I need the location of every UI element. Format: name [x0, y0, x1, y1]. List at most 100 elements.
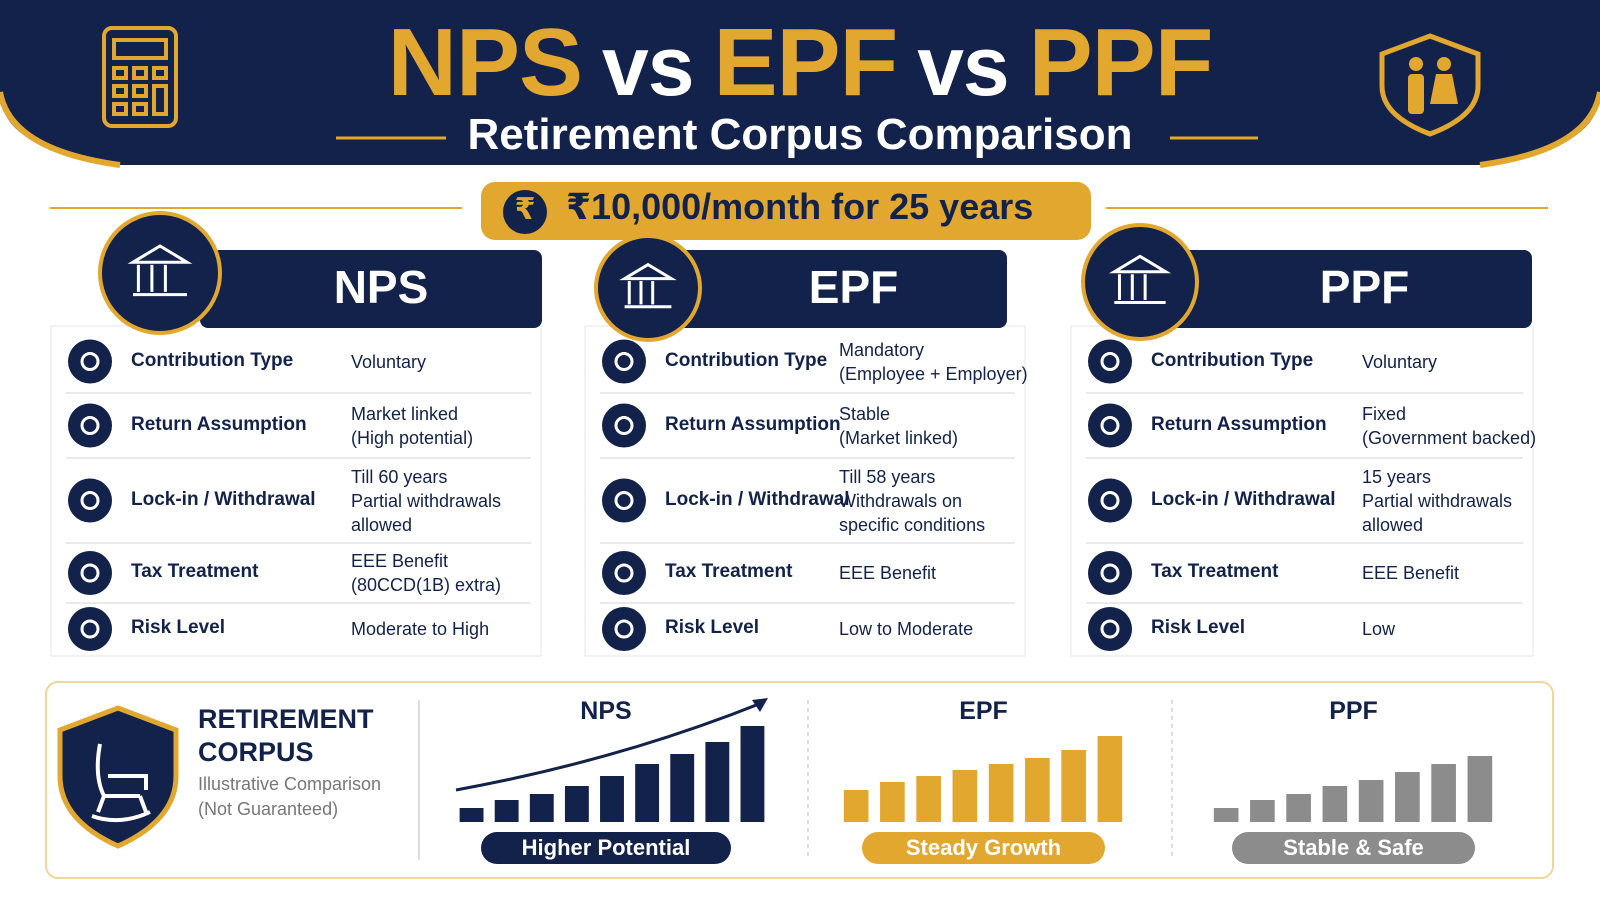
row-value: Low to Moderate	[839, 617, 973, 641]
calculator-icon	[102, 26, 178, 128]
column-icon-glyph	[1108, 254, 1172, 305]
row-value-line: Moderate to High	[351, 619, 490, 639]
chart-name: EPF	[959, 697, 1008, 725]
header-accent	[1479, 91, 1600, 168]
corpus-note: Illustrative Comparison (Not Guaranteed)	[198, 772, 381, 822]
corpus-bar	[635, 764, 660, 822]
row-value-line: Low to Moderate	[839, 619, 974, 639]
row-label: Return Assumption	[1151, 413, 1327, 435]
row-value: Till 60 years Partial withdrawals allowed	[351, 465, 501, 537]
title-word: NPS	[387, 9, 583, 116]
corpus-bar	[1061, 750, 1086, 822]
row-icon	[1088, 478, 1132, 523]
row-icon	[602, 478, 646, 523]
header-accent	[0, 91, 121, 168]
corpus-bar	[1025, 758, 1050, 822]
row-label: Return Assumption	[665, 413, 841, 435]
trend-arrow	[455, 700, 765, 792]
row-label: Risk Level	[131, 617, 225, 638]
corpus-bar	[1097, 736, 1123, 822]
column-tab	[1110, 250, 1532, 328]
corpus-bar	[740, 726, 765, 822]
chart-pill-label: Higher Potential	[521, 835, 691, 860]
row-icon-glyph	[80, 563, 100, 583]
chart-name: PPF	[1329, 697, 1378, 725]
corpus-bar	[529, 794, 554, 822]
badge-icon: ₹	[514, 193, 536, 226]
chart-pill-label: Steady Growth	[905, 835, 1062, 860]
row-value: Moderate to High	[351, 617, 489, 641]
title-word: vs	[602, 19, 694, 113]
row-value-line: (Employee + Employer)	[839, 363, 1028, 384]
column-tab	[200, 250, 542, 328]
column-icon-glyph	[127, 244, 193, 297]
corpus-bar	[880, 782, 905, 822]
row-value-line: specific conditions	[839, 514, 986, 535]
row-icon	[1088, 403, 1132, 448]
corpus-bar	[1431, 764, 1456, 822]
column-name: NPS	[333, 261, 429, 313]
row-value-line: Low	[1362, 619, 1396, 639]
row-icon	[602, 551, 646, 595]
row-icon	[68, 339, 112, 384]
subtitle: Retirement Corpus Comparison	[467, 110, 1133, 159]
row-value-line: (Government backed)	[1362, 427, 1537, 448]
column-tab	[620, 250, 1007, 328]
row-icon-glyph	[614, 619, 634, 639]
row-icon	[68, 607, 112, 651]
row-icon	[602, 607, 646, 651]
row-icon-glyph	[614, 491, 634, 510]
title: NPS vs EPF vs PPF	[0, 8, 1600, 118]
corpus-bar	[670, 754, 695, 822]
row-icon-glyph	[1100, 491, 1120, 510]
row-value-line: Till 60 years	[351, 466, 448, 487]
row-icon-glyph	[614, 416, 634, 435]
corpus-bar	[1250, 800, 1275, 822]
corpus-bar	[1395, 772, 1420, 822]
row-value-line: EEE Benefit	[351, 551, 449, 571]
row-icon	[602, 403, 646, 448]
row-value: EEE Benefit (80CCD(1B) extra)	[351, 549, 501, 597]
row-label: Lock-in / Withdrawal	[131, 488, 316, 510]
row-icon-glyph	[1100, 619, 1120, 639]
row-value: Fixed (Government backed)	[1362, 402, 1536, 450]
corpus-bar	[564, 786, 589, 822]
row-icon-glyph	[80, 416, 100, 435]
corpus-bar	[916, 776, 941, 822]
row-icon-glyph	[614, 563, 634, 583]
corpus-title: RETIREMENT CORPUS	[198, 703, 374, 769]
corpus-title-line: RETIREMENT	[198, 704, 374, 734]
rocking-chair-shield	[57, 705, 179, 849]
row-icon-glyph	[1100, 416, 1120, 435]
corpus-bar	[1213, 808, 1239, 822]
row-icon-glyph	[80, 491, 100, 510]
row-icon	[68, 478, 112, 523]
row-value: Low	[1362, 617, 1395, 641]
row-value-line: Till 58 years	[839, 466, 936, 487]
corpus-bar	[494, 800, 519, 822]
row-label: Lock-in / Withdrawal	[1151, 488, 1336, 510]
column-icon	[1081, 223, 1199, 341]
corpus-bar	[459, 808, 484, 822]
column-name: EPF	[808, 261, 899, 313]
row-value-line: Partial withdrawals	[1362, 490, 1513, 511]
title-word: PPF	[1028, 9, 1214, 116]
row-label: Lock-in / Withdrawal	[665, 488, 850, 510]
row-value-line: (Market linked)	[839, 427, 959, 448]
row-value-line: (High potential)	[351, 427, 474, 448]
row-value: Stable (Market linked)	[839, 402, 958, 450]
row-value-line: EEE Benefit	[1362, 563, 1460, 583]
column-panel	[50, 325, 542, 657]
row-value: Voluntary	[351, 350, 426, 374]
row-value-line: Voluntary	[351, 351, 427, 372]
column-icon	[594, 234, 702, 342]
row-icon	[1088, 339, 1132, 384]
corpus-note-line: (Not Guaranteed)	[198, 799, 339, 819]
badge-icon-circle	[503, 190, 547, 234]
chart-pill-label: Stable & Safe	[1283, 835, 1424, 860]
row-label: Contribution Type	[665, 349, 828, 371]
corpus-bar	[843, 790, 869, 822]
row-value-line: allowed	[351, 514, 413, 535]
corpus-panel	[45, 681, 1554, 879]
